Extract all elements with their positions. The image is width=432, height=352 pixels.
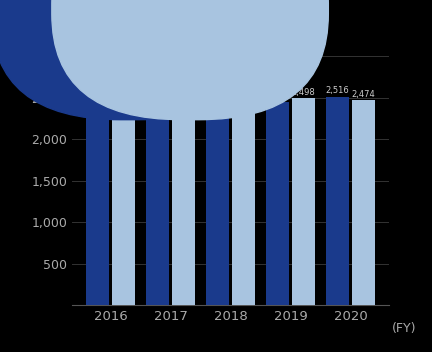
Bar	[146, 106, 169, 305]
Bar	[86, 105, 109, 305]
Text: (FY): (FY)	[392, 322, 417, 335]
Bar	[206, 107, 229, 305]
Text: 2,402: 2,402	[146, 95, 169, 105]
Text: 2,391: 2,391	[206, 96, 229, 105]
Text: 2,455: 2,455	[266, 91, 289, 100]
Text: 2,417: 2,417	[86, 94, 110, 103]
Bar	[112, 110, 135, 305]
Text: 2,408: 2,408	[232, 95, 255, 104]
Bar	[232, 106, 255, 305]
Bar	[292, 98, 315, 305]
Bar	[266, 102, 289, 305]
Text: 2,474: 2,474	[352, 89, 375, 99]
Bar	[172, 119, 195, 305]
Text: (No. of cases): (No. of cases)	[18, 33, 98, 46]
Text: 2,516: 2,516	[326, 86, 349, 95]
Text: 2,242: 2,242	[172, 109, 195, 118]
Text: 2,498: 2,498	[292, 88, 315, 96]
Bar	[352, 100, 375, 305]
Text: 2,350: 2,350	[111, 100, 135, 109]
Bar	[326, 96, 349, 305]
